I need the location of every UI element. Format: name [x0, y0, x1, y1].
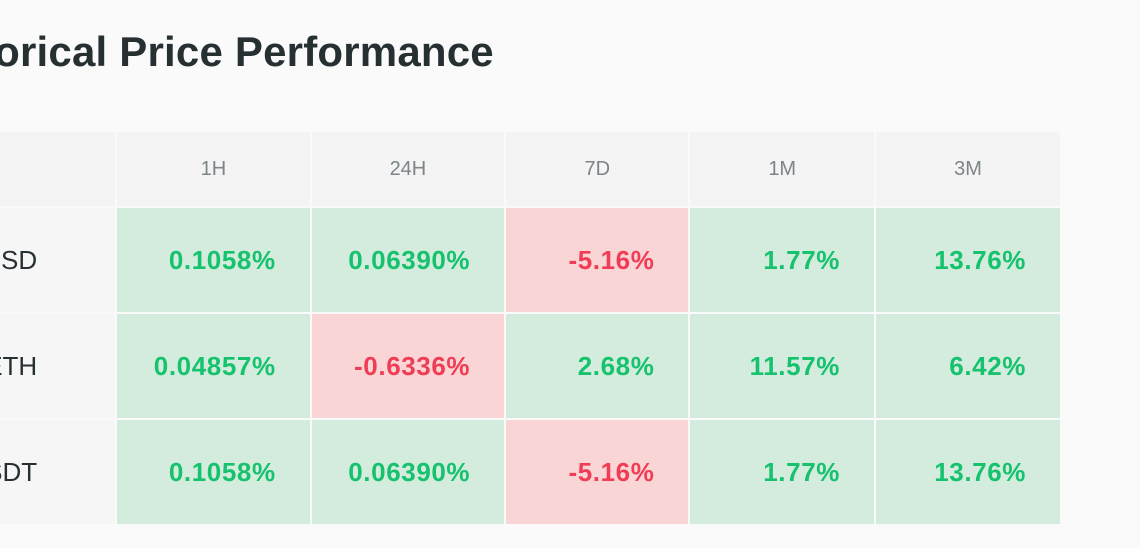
change-cell-3m: 6.42%	[875, 314, 1060, 418]
pair-label: USD	[0, 208, 116, 312]
column-header-7d: 7D	[506, 132, 689, 206]
table-row: USDT 0.1058% 0.06390% -5.16% 1.77% 13.76…	[0, 420, 1060, 524]
column-header-1m: 1M	[690, 132, 874, 206]
change-cell-24h: -0.6336%	[311, 314, 505, 418]
table-header-row: 1H 24H 7D 1M 3M	[0, 132, 1060, 206]
header-corner-cell	[0, 132, 116, 206]
column-header-24h: 24H	[311, 132, 505, 206]
change-cell-1h: 0.04857%	[117, 314, 310, 418]
change-cell-1h: 0.1058%	[117, 420, 310, 524]
performance-table: 1H 24H 7D 1M 3M USD 0.1058% 0.06390% -5.…	[0, 130, 1062, 526]
pair-label: USDT	[0, 420, 116, 524]
change-cell-24h: 0.06390%	[311, 420, 505, 524]
column-header-3m: 3M	[875, 132, 1060, 206]
column-header-1h: 1H	[117, 132, 310, 206]
change-cell-1m: 11.57%	[690, 314, 874, 418]
change-cell-1m: 1.77%	[690, 208, 874, 312]
change-cell-24h: 0.06390%	[311, 208, 505, 312]
table-row: USD 0.1058% 0.06390% -5.16% 1.77% 13.76%	[0, 208, 1060, 312]
change-cell-7d: -5.16%	[506, 420, 689, 524]
change-cell-7d: 2.68%	[506, 314, 689, 418]
pair-label: ETH	[0, 314, 116, 418]
table-row: ETH 0.04857% -0.6336% 2.68% 11.57% 6.42%	[0, 314, 1060, 418]
change-cell-1m: 1.77%	[690, 420, 874, 524]
change-cell-1h: 0.1058%	[117, 208, 310, 312]
change-cell-7d: -5.16%	[506, 208, 689, 312]
change-cell-3m: 13.76%	[875, 208, 1060, 312]
section-title: Historical Price Performance	[0, 28, 494, 75]
change-cell-3m: 13.76%	[875, 420, 1060, 524]
